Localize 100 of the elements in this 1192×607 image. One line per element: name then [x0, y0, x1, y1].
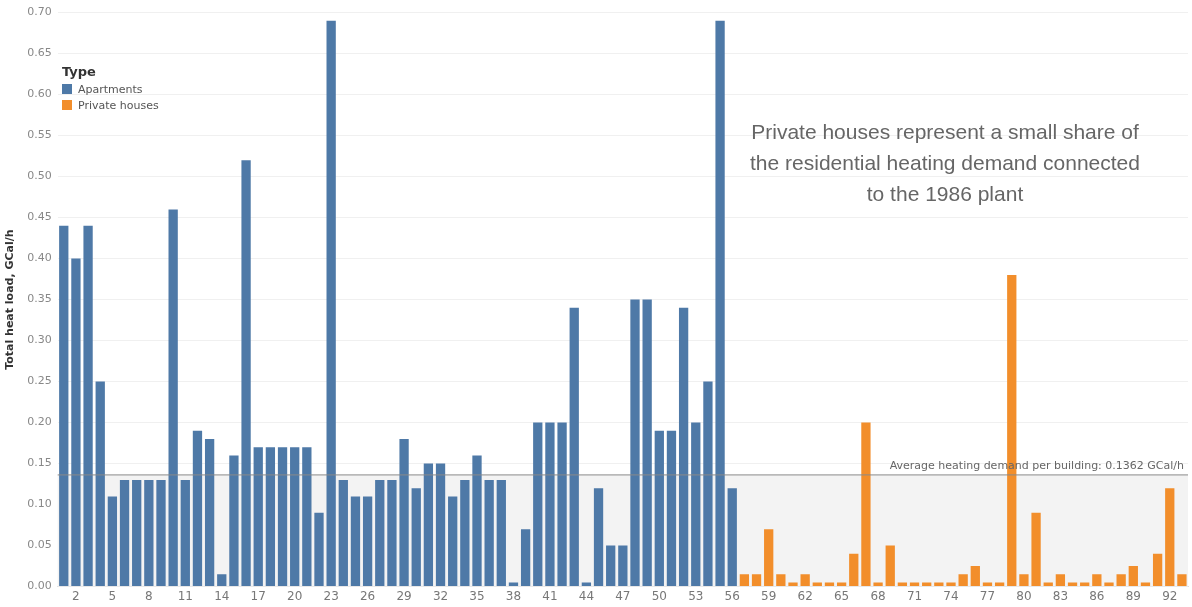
- bar: [703, 381, 713, 587]
- x-tick-label: 38: [505, 588, 522, 603]
- bar: [1152, 553, 1163, 587]
- x-tick-label: 62: [797, 588, 813, 603]
- bar: [642, 299, 652, 587]
- y-tick-label: 0.05: [27, 538, 52, 552]
- bar: [156, 480, 166, 587]
- y-tick-label: 0.45: [27, 210, 52, 224]
- y-tick-label: 0.65: [27, 46, 52, 60]
- bar: [119, 480, 130, 587]
- bar: [192, 430, 203, 587]
- bar: [59, 225, 69, 587]
- y-tick-label: 0.20: [27, 415, 52, 429]
- x-tick-label: 86: [1089, 588, 1105, 603]
- x-tick-label: 50: [651, 588, 667, 603]
- bar: [739, 574, 750, 587]
- bar: [168, 209, 178, 587]
- bar: [484, 480, 494, 587]
- bar: [448, 496, 458, 587]
- annotation: Private houses represent a small share of the residential heating demand connected to the 1986 plant: [749, 119, 1141, 207]
- bar: [958, 574, 968, 587]
- bar: [557, 422, 567, 587]
- x-tick-label: 56: [724, 588, 740, 603]
- bar: [423, 463, 434, 587]
- y-tick-label: 0.70: [27, 5, 52, 19]
- bar: [399, 439, 409, 587]
- bar: [630, 299, 640, 587]
- bar: [362, 496, 373, 587]
- legend-label: Apartments: [78, 82, 143, 96]
- x-tick-label: 80: [1016, 588, 1032, 603]
- x-tick-label: 59: [761, 588, 777, 603]
- y-tick-label: 0.35: [27, 292, 52, 306]
- bar: [946, 582, 956, 587]
- bar: [107, 496, 118, 587]
- x-tick-label: 77: [979, 588, 996, 603]
- y-tick-label: 0.10: [27, 497, 52, 511]
- bar: [788, 582, 798, 587]
- bar: [314, 512, 324, 587]
- x-tick-label: 26: [359, 588, 376, 603]
- bar: [71, 258, 81, 587]
- bar: [545, 422, 555, 587]
- y-tick-label: 0.55: [27, 128, 52, 142]
- bar: [569, 307, 579, 587]
- bar: [83, 225, 93, 587]
- x-tick-label: 2: [72, 588, 80, 603]
- y-tick-label: 0.15: [27, 456, 52, 470]
- bar: [1019, 574, 1029, 587]
- bar: [338, 480, 348, 587]
- bar: [1055, 574, 1066, 587]
- bar: [350, 496, 361, 587]
- x-tick-label: 65: [833, 588, 850, 603]
- y-tick-label: 0.40: [27, 251, 52, 265]
- bar: [678, 307, 689, 587]
- bar: [606, 545, 616, 587]
- bar: [691, 422, 701, 587]
- bar: [435, 463, 446, 587]
- x-tick-label: 8: [145, 588, 153, 603]
- bar: [873, 582, 883, 587]
- bar: [132, 480, 142, 587]
- x-tick-label: 44: [578, 588, 595, 603]
- y-tick-label: 0.30: [27, 333, 52, 347]
- y-tick-label: 0.00: [27, 579, 52, 593]
- bar: [496, 480, 506, 587]
- bar: [1177, 574, 1187, 587]
- bar: [764, 529, 774, 587]
- bar: [241, 160, 251, 587]
- bar: [849, 553, 859, 587]
- x-tick-label: 92: [1162, 588, 1178, 603]
- x-tick-label: 20: [287, 588, 303, 603]
- bar: [375, 480, 385, 587]
- bar: [472, 455, 482, 587]
- x-tick-label: 32: [432, 588, 449, 603]
- x-tick-label: 17: [250, 588, 266, 603]
- bar: [654, 430, 664, 587]
- bar: [265, 447, 276, 587]
- bar: [387, 480, 397, 587]
- bar: [290, 447, 300, 587]
- x-tick-label: 14: [214, 588, 230, 603]
- bar: [520, 529, 531, 587]
- bar: [1165, 488, 1175, 587]
- bar: [861, 422, 871, 587]
- bar: [217, 574, 227, 587]
- x-tick-label: 74: [943, 588, 959, 603]
- legend-title: Type: [62, 64, 97, 79]
- y-tick-label: 0.50: [27, 169, 52, 183]
- bar: [1104, 582, 1114, 587]
- legend-label: Private houses: [78, 98, 159, 112]
- bar: [666, 430, 677, 587]
- x-tick-label: 29: [396, 588, 412, 603]
- x-tick-label: 47: [615, 588, 631, 603]
- x-tick-label: 5: [108, 588, 117, 603]
- bar: [776, 574, 786, 587]
- bar: [95, 381, 105, 587]
- x-tick-label: 89: [1125, 588, 1141, 603]
- y-tick-label: 0.60: [27, 87, 52, 101]
- bar: [800, 574, 810, 587]
- bar: [970, 566, 980, 587]
- x-tick-label: 41: [542, 588, 558, 603]
- x-tick-label: 35: [469, 588, 485, 603]
- x-tick-label: 71: [906, 588, 923, 603]
